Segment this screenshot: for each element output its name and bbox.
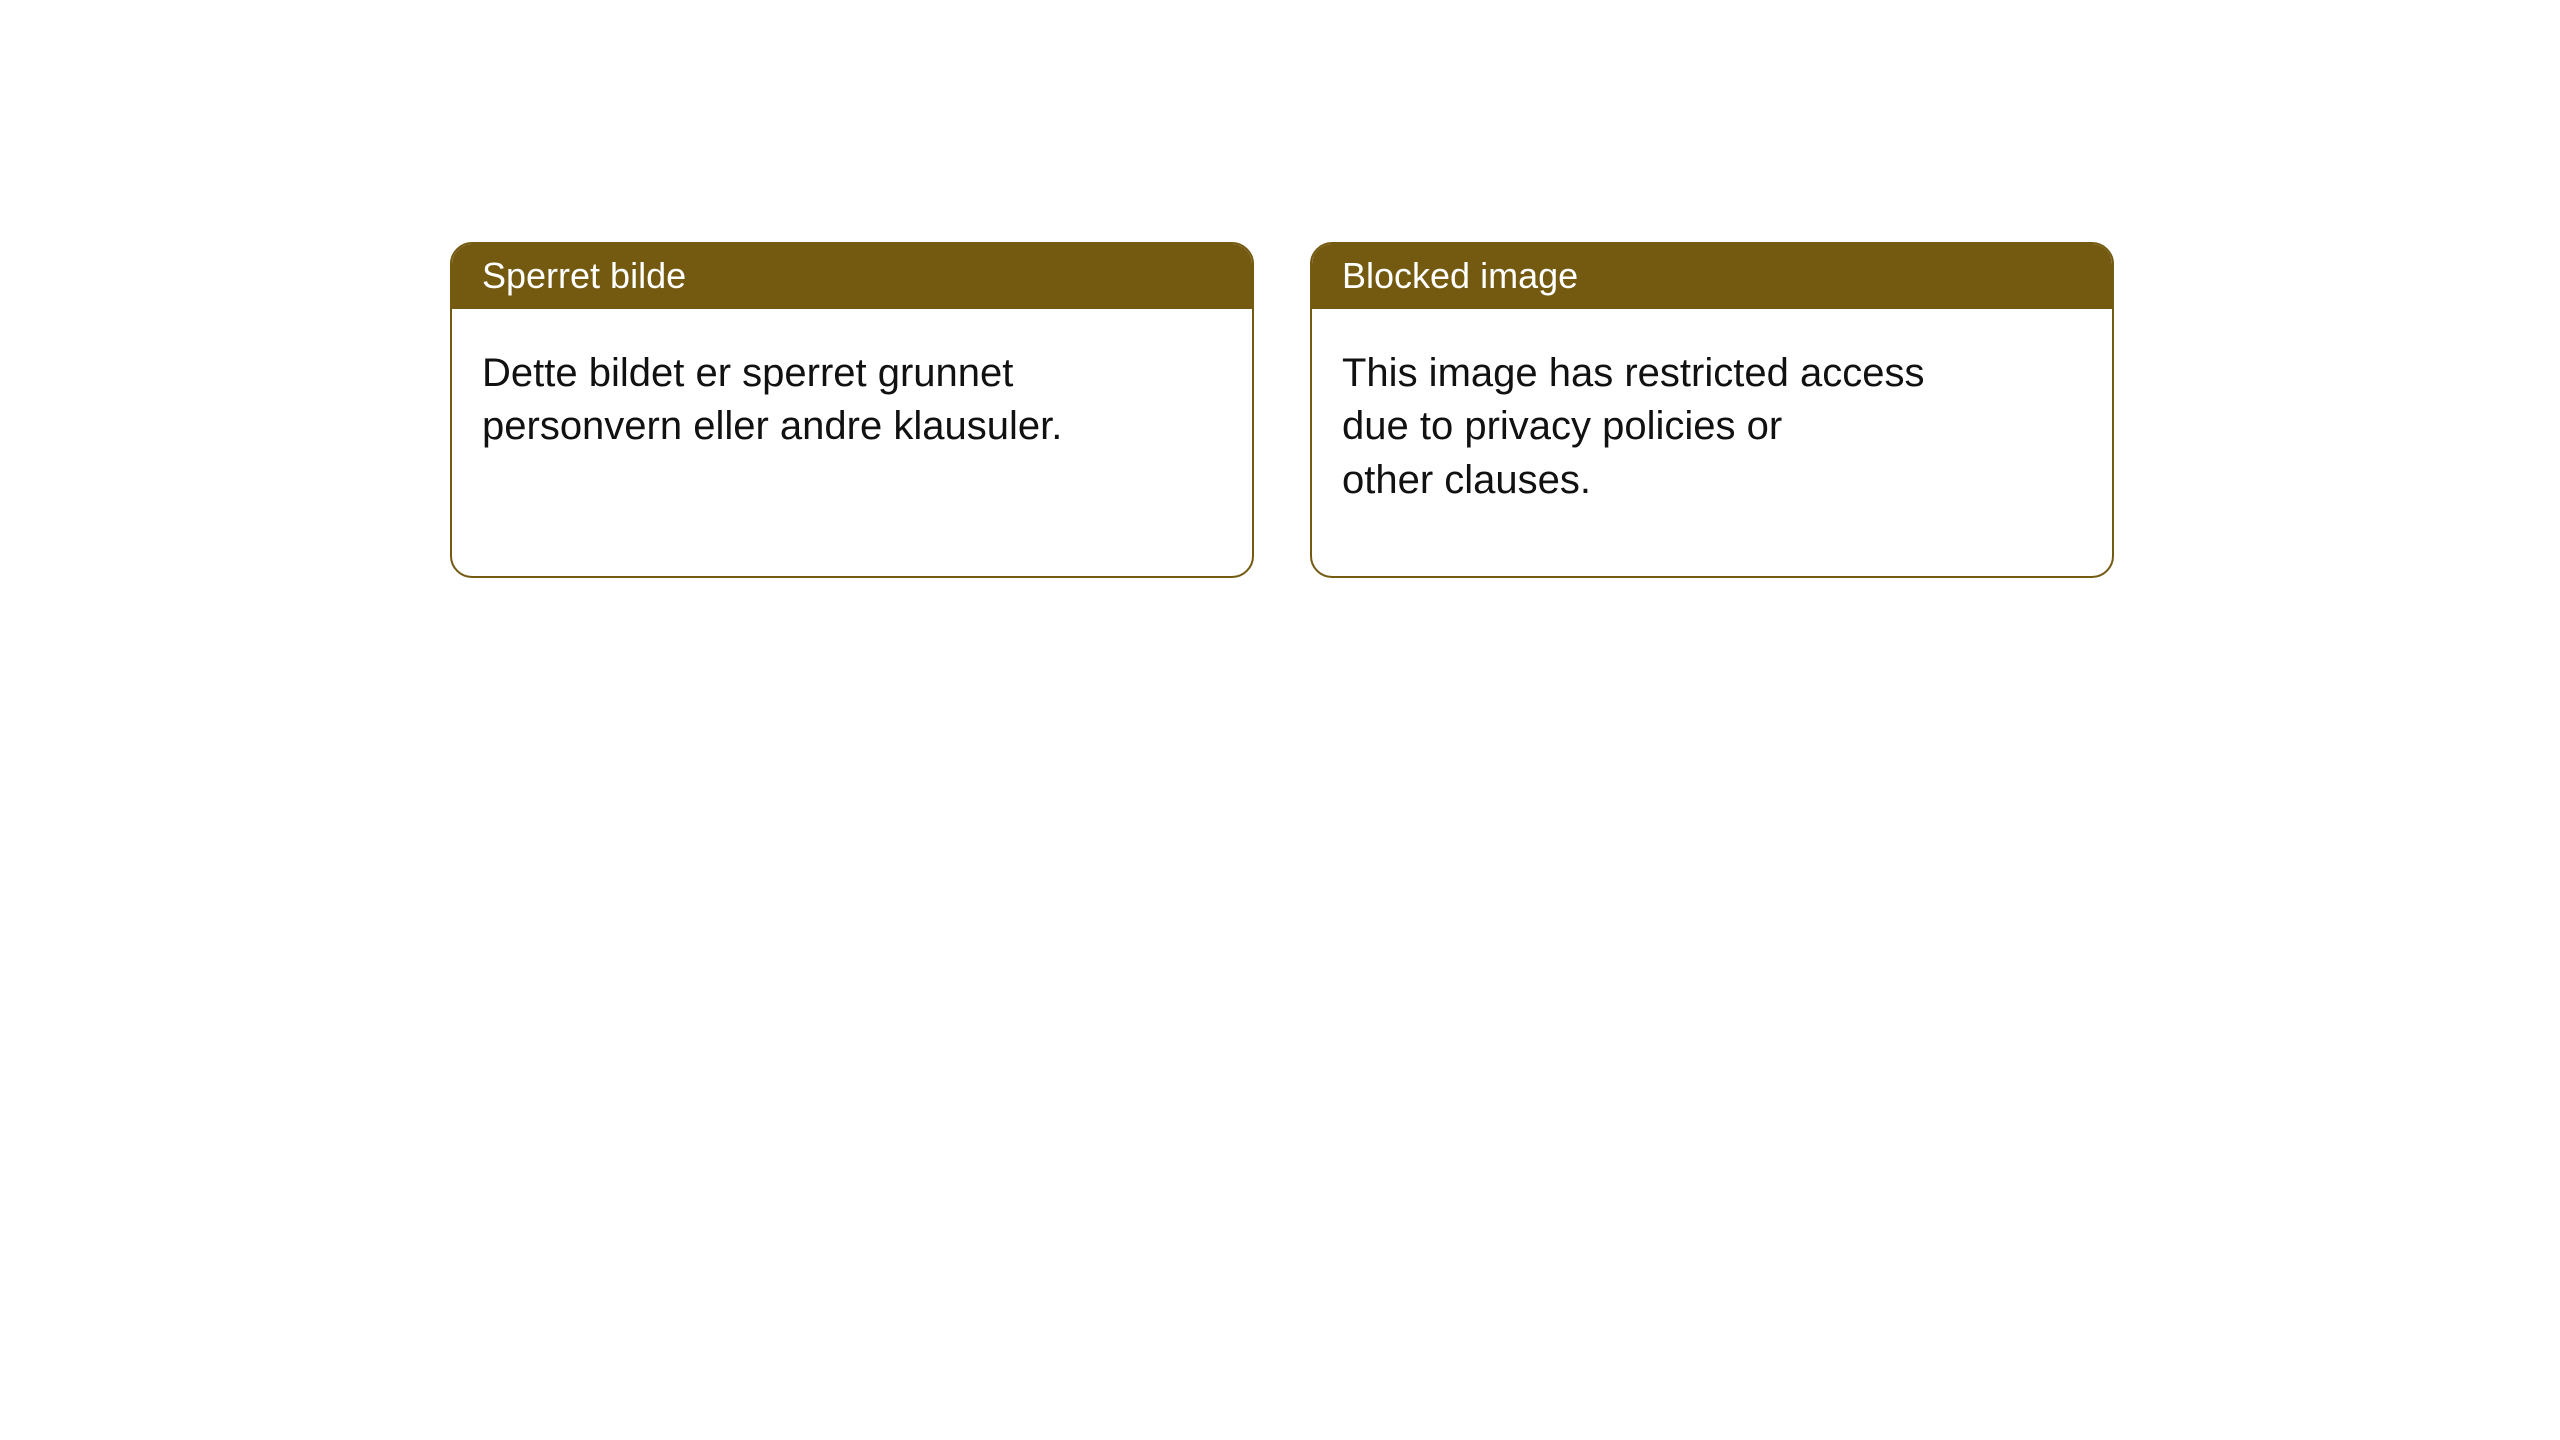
- blocked-card-body-no: Dette bildet er sperret grunnet personve…: [452, 309, 1252, 491]
- blocked-card-en: Blocked image This image has restricted …: [1310, 242, 2114, 578]
- blocked-card-title-en: Blocked image: [1312, 244, 2112, 309]
- blocked-card-no: Sperret bilde Dette bildet er sperret gr…: [450, 242, 1254, 578]
- blocked-card-title-no: Sperret bilde: [452, 244, 1252, 309]
- notice-row: Sperret bilde Dette bildet er sperret gr…: [0, 0, 2560, 578]
- blocked-card-body-en: This image has restricted access due to …: [1312, 309, 2112, 545]
